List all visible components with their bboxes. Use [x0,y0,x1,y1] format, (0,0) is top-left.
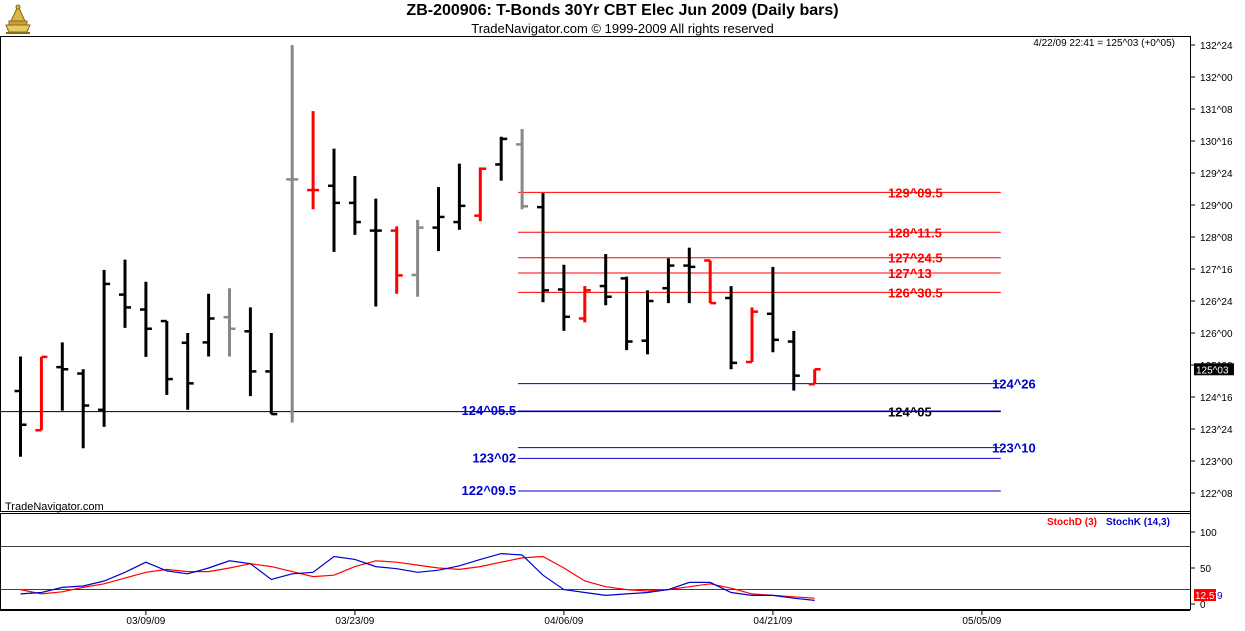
ohlc-bar-3 [77,369,90,449]
ohlc-bar-7 [160,319,173,395]
price-readout: 4/22/09 22:41 = 125^03 (+0^05) [1033,38,1175,49]
ohlc-bar-13 [286,45,299,423]
stoch-tick-label-0: 100 [1200,528,1217,539]
ohlc-bar-19 [411,219,424,297]
chart-subtitle: TradeNavigator.com © 1999-2009 All right… [471,21,774,36]
price-tick-label-2: 131^08 [1200,105,1233,116]
price-tick-label-3: 130^16 [1200,137,1233,148]
price-tick-label-8: 126^24 [1200,297,1233,308]
ohlc-bar-8 [181,333,194,410]
price-tick-label-13: 123^00 [1200,457,1233,468]
level-label-4: 126^30.5 [888,285,943,300]
ohlc-bar-1 [35,355,48,432]
price-tick-label-11: 124^16 [1200,393,1233,404]
bell-award-icon [5,4,31,34]
ohlc-bar-14 [307,111,320,210]
ohlc-bar-24 [516,129,529,210]
ohlc-bar-15 [328,148,340,252]
ohlc-bar-26 [557,264,570,331]
stochk-legend: StochK (14,3) [1106,517,1170,528]
date-tick-label-4: 05/05/09 [962,616,1001,627]
ohlc-bar-17 [369,198,382,307]
stoch-panel: 100 50 0 [1,528,1217,611]
ohlc-bar-27 [578,286,591,323]
ohlc-bar-23 [495,136,508,181]
level-label-7: 124^05.5 [462,403,517,418]
price-tick-label-9: 126^00 [1200,329,1233,340]
date-tick-label-0: 03/09/09 [126,616,165,627]
ohlc-bar-12 [265,333,278,416]
price-tick-label-4: 129^24 [1200,169,1233,180]
price-tick-label-5: 129^00 [1200,201,1233,212]
price-tick-label-1: 132^00 [1200,73,1233,84]
ohlc-bar-2 [56,342,69,411]
date-axis-ticks: 03/09/09 03/23/09 04/06/09 04/21/09 05/05/09 [126,610,1002,627]
price-axis-ticks: 132^24 132^00 131^08 130^16 129^24 129^00 128^… [1190,41,1233,500]
stoch-tick-label-2: 0 [1200,600,1206,611]
level-label-5: 124^26 [992,377,1036,392]
ohlc-bar-25 [537,193,549,303]
level-label-3: 127^13 [888,266,932,281]
ohlc-bar-35 [746,307,758,364]
last-price-tag [1194,363,1234,376]
stoch-series-line-1 [20,552,815,601]
level-label-9: 123^02 [472,450,516,465]
level-label-8: 123^10 [992,441,1036,456]
stoch-series-line-0 [20,555,815,599]
ohlc-bar-28 [599,254,612,306]
ohlc-bar-32 [683,247,696,304]
ohlc-bars [14,45,821,457]
ohlc-bar-34 [725,286,738,370]
stoch-last-tag [1194,589,1216,601]
price-tick-label-12: 123^24 [1200,425,1233,436]
ohlc-bar-33 [704,259,717,305]
ohlc-bar-38 [808,368,821,386]
ohlc-bar-5 [119,259,131,328]
date-tick-label-2: 04/06/09 [544,616,583,627]
stoch-tick-label-1: 50 [1200,564,1212,575]
last-price-label: 125^03 [1196,365,1229,376]
ohlc-bar-18 [390,226,403,294]
level-label-2: 127^24.5 [888,251,943,266]
stoch-panel-frame [0,513,1191,610]
ohlc-bar-36 [766,266,779,353]
date-tick-label-3: 04/21/09 [753,616,792,627]
ohlc-bar-30 [641,290,654,355]
level-label-1: 128^11.5 [888,225,942,240]
ohlc-bar-6 [139,281,152,357]
watermark: TradeNavigator.com [5,501,104,513]
ohlc-bar-11 [244,307,257,397]
stoch-last-label: 12.57 [1195,591,1220,602]
ohlc-bar-20 [432,187,445,252]
ohlc-bar-9 [202,293,215,357]
price-tick-label-14: 122^08 [1200,489,1233,500]
price-tick-label-0: 132^24 [1200,41,1233,52]
ohlc-bar-4 [98,269,111,427]
price-tick-label-7: 127^16 [1200,265,1233,276]
stoch-last-suffix: 9 [1217,591,1223,602]
ohlc-bar-29 [620,276,633,351]
level-label-6: 124^05 [888,405,932,420]
ohlc-bar-22 [474,167,487,222]
level-label-10: 122^09.5 [462,483,517,498]
ohlc-bar-10 [223,288,236,357]
stochd-legend: StochD (3) [1047,517,1097,528]
ohlc-bar-16 [348,175,361,235]
price-tick-label-6: 128^08 [1200,233,1233,244]
ohlc-bar-31 [662,258,675,304]
chart-title: ZB-200906: T-Bonds 30Yr CBT Elec Jun 200… [406,2,839,19]
ohlc-bar-0 [14,356,27,457]
date-tick-label-1: 03/23/09 [335,616,374,627]
level-label-0: 129^09.5 [888,185,943,200]
ohlc-bar-21 [453,163,466,230]
ohlc-bar-37 [787,330,800,391]
